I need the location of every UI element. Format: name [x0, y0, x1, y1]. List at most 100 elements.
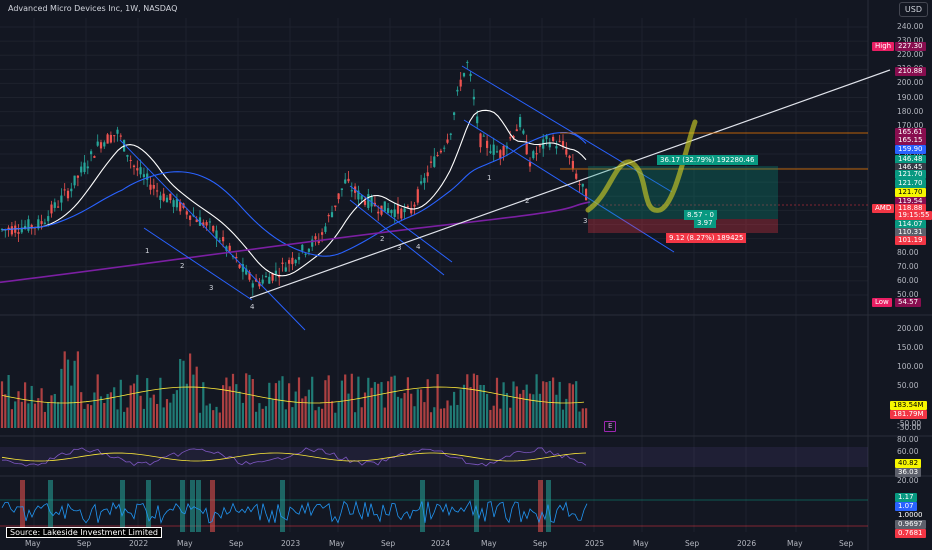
- long-loss-zone: [588, 219, 778, 233]
- candle-body: [575, 173, 578, 179]
- volume-bar: [466, 374, 469, 428]
- candle-body: [538, 145, 541, 147]
- candle-body: [472, 96, 475, 100]
- volume-bar: [403, 392, 406, 428]
- candle-body: [241, 264, 244, 272]
- wave-label: 2: [180, 262, 185, 270]
- candle-body: [132, 165, 136, 168]
- currency-button[interactable]: USD: [898, 2, 928, 17]
- volume-bar: [86, 404, 89, 428]
- volume-bar: [400, 398, 403, 428]
- osc-signal-bar: [48, 480, 53, 532]
- osc-tag: 0.9697: [895, 520, 926, 529]
- candle-body: [367, 194, 370, 208]
- osc-line: [1, 500, 588, 524]
- volume-bar: [334, 412, 337, 428]
- price-tag-level-210: 210.88: [895, 67, 926, 76]
- volume-bar: [60, 368, 63, 428]
- volume-bar: [555, 394, 558, 428]
- volume-bar: [123, 411, 126, 428]
- volume-bar: [172, 393, 175, 428]
- candle-body: [347, 178, 350, 182]
- osc-signal-bar: [474, 480, 479, 532]
- price-axis-tick: 220.00: [897, 50, 924, 60]
- trendline: [249, 69, 891, 299]
- candle-body: [492, 144, 495, 155]
- volume-bar: [255, 411, 258, 428]
- time-axis-label: Sep: [839, 539, 854, 548]
- candle-body: [502, 145, 505, 156]
- candle-body: [311, 239, 314, 247]
- volume-bar: [17, 391, 20, 428]
- volume-bar: [317, 406, 320, 428]
- volume-bar: [14, 401, 17, 428]
- volume-bar: [73, 360, 76, 428]
- price-axis-tick: 50.00: [897, 289, 919, 299]
- candle-body: [139, 167, 142, 175]
- volume-bar: [195, 366, 198, 428]
- volume-bar: [238, 391, 241, 428]
- candle-body: [459, 79, 462, 87]
- volume-bar: [99, 396, 103, 428]
- candle-body: [268, 276, 271, 284]
- candle-body: [119, 135, 122, 137]
- volume-bar: [360, 407, 363, 428]
- channel-line: [143, 227, 253, 301]
- volume-bar: [80, 392, 83, 428]
- rsi-axis-tick: 80.00: [897, 435, 919, 444]
- volume-bar: [192, 374, 195, 428]
- volume-bar: [162, 407, 165, 428]
- price-tag-level-119: 119.54: [895, 197, 926, 206]
- candle-body: [453, 112, 456, 115]
- volume-bar: [268, 382, 271, 428]
- volume-bar: [472, 373, 475, 428]
- volume-bar: [486, 394, 489, 428]
- price-tag-level-159: 159.90: [895, 145, 926, 154]
- volume-bar: [149, 397, 152, 428]
- channel-line: [349, 199, 445, 276]
- candle-body: [380, 205, 383, 215]
- volume-bar: [222, 385, 225, 428]
- candle-body: [466, 61, 469, 63]
- volume-bar: [146, 378, 149, 428]
- source-watermark: Source: Lakeside Investment Limited: [6, 527, 162, 538]
- price-tag-low-value: 54.57: [895, 298, 922, 307]
- volume-bar: [568, 383, 571, 428]
- volume-bar: [10, 409, 13, 428]
- candle-body: [261, 279, 264, 284]
- volume-bar: [482, 385, 485, 428]
- candle-body: [53, 202, 56, 208]
- candle-body: [522, 130, 525, 134]
- volume-bar: [423, 402, 426, 428]
- volume-bar: [218, 412, 221, 428]
- candle-body: [80, 166, 83, 173]
- volume-bar: [274, 383, 277, 428]
- volume-bar: [139, 395, 142, 428]
- osc-signal-bar: [146, 480, 151, 532]
- osc-signal-bar: [180, 480, 185, 532]
- candle-body: [222, 237, 225, 242]
- candle-body: [93, 156, 96, 158]
- price-tag-amd-countdown: 19:15:55: [895, 211, 932, 220]
- price-tag-amd-label: AMD: [872, 204, 895, 213]
- wave-label: 1: [487, 174, 492, 182]
- candle-body: [568, 155, 571, 159]
- volume-bar: [291, 407, 294, 428]
- candle-body: [413, 204, 416, 207]
- candle-body: [558, 140, 561, 142]
- candle-body: [561, 141, 565, 146]
- time-axis-label: 2024: [431, 539, 451, 548]
- price-tag-level-114: 114.07: [895, 220, 926, 229]
- volume-bar: [182, 360, 185, 428]
- volume-bar: [142, 408, 145, 428]
- volume-bar: [90, 405, 93, 428]
- candle-body: [284, 267, 287, 272]
- candle-body: [218, 240, 221, 242]
- volume-bar: [383, 407, 386, 428]
- price-axis-tick: 230.00: [897, 36, 924, 46]
- candle-body: [50, 204, 53, 214]
- volume-bar: [390, 376, 393, 428]
- wave-label: 2: [380, 235, 385, 243]
- candle-body: [552, 136, 555, 141]
